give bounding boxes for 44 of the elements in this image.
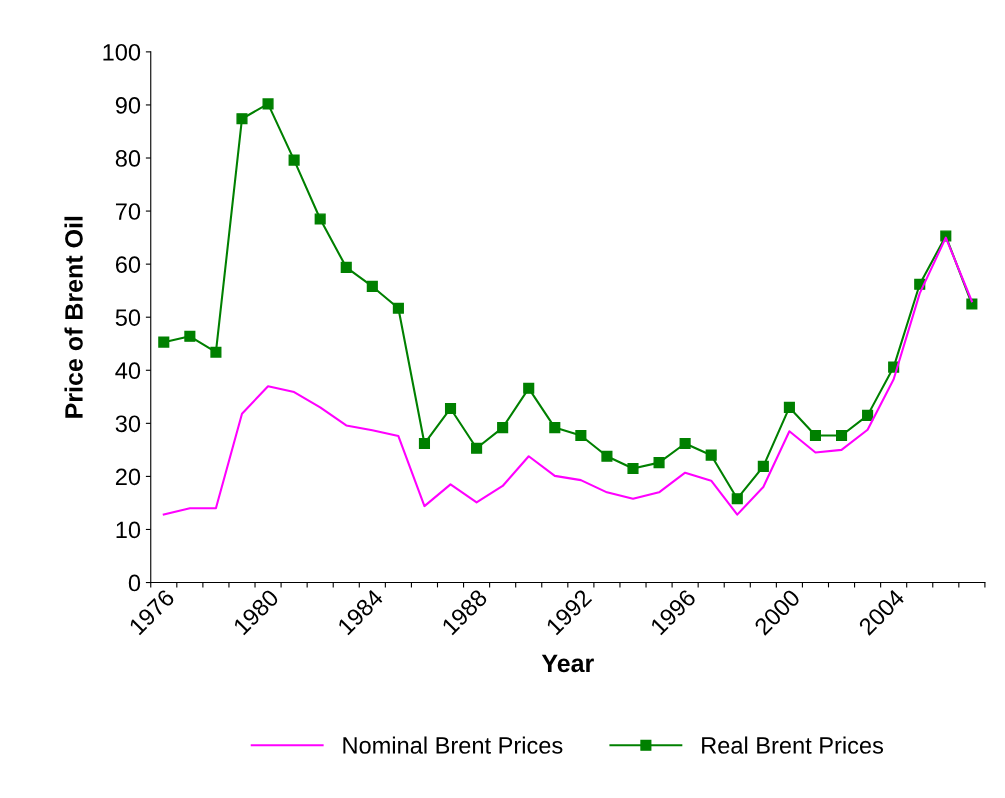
point <box>757 460 769 472</box>
point <box>210 346 222 358</box>
point <box>340 261 352 273</box>
point <box>627 462 639 475</box>
y-tick-label: 40 <box>115 362 141 380</box>
point <box>288 154 300 166</box>
y-tick-label: 90 <box>115 97 141 114</box>
point <box>262 98 274 110</box>
point <box>679 437 691 450</box>
point <box>392 302 404 314</box>
point <box>523 382 535 394</box>
point <box>575 429 587 442</box>
point <box>705 449 717 461</box>
legend-label: Nominal Brent Prices <box>343 736 563 754</box>
point <box>471 442 483 454</box>
point <box>314 213 326 225</box>
y-tick-label: 0 <box>128 574 141 592</box>
point <box>184 330 196 342</box>
point <box>783 401 795 413</box>
point <box>418 437 431 450</box>
y-tick-label: 50 <box>115 309 141 326</box>
point <box>809 429 822 442</box>
point <box>444 402 457 415</box>
x-axis-title: Year <box>541 654 594 673</box>
y-tick-label: 30 <box>115 415 141 433</box>
y-tick-label: 70 <box>115 203 141 220</box>
y-tick-label: 10 <box>116 521 141 539</box>
point <box>236 113 248 125</box>
y-tick-label: 60 <box>115 256 141 273</box>
point <box>835 429 848 442</box>
y-tick-label: 80 <box>115 150 141 167</box>
point <box>549 422 561 434</box>
point <box>653 457 665 469</box>
point <box>731 493 743 505</box>
y-axis-title: Price of Brent Oil <box>64 216 83 418</box>
point <box>601 450 613 462</box>
point <box>366 280 378 292</box>
point <box>497 422 509 434</box>
y-tick-label: 100 <box>103 43 141 61</box>
point <box>966 298 978 310</box>
point <box>158 336 170 348</box>
y-tick-label: 20 <box>115 468 141 486</box>
legend-label: Real Brent Prices <box>702 736 884 754</box>
point <box>862 409 874 421</box>
